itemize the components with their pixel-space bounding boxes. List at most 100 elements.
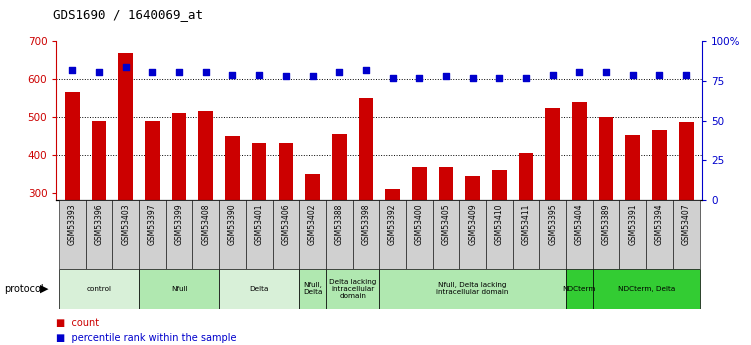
Text: GSM53389: GSM53389: [602, 204, 611, 245]
Point: [600, 69, 612, 74]
Point: [440, 73, 452, 79]
Bar: [139, 200, 166, 269]
Text: GSM53406: GSM53406: [282, 204, 291, 245]
Bar: [673, 200, 699, 269]
Text: GSM53402: GSM53402: [308, 204, 317, 245]
Point: [227, 72, 239, 78]
Text: GSM53399: GSM53399: [174, 204, 183, 245]
Text: Delta lacking
intracellular
domain: Delta lacking intracellular domain: [329, 279, 376, 299]
Bar: [412, 167, 427, 306]
Bar: [59, 269, 139, 309]
Text: ■  percentile rank within the sample: ■ percentile rank within the sample: [56, 333, 237, 343]
Bar: [599, 117, 614, 306]
Text: GSM53396: GSM53396: [95, 204, 104, 245]
Point: [66, 67, 78, 73]
Bar: [299, 269, 326, 309]
Bar: [192, 200, 219, 269]
Text: GSM53404: GSM53404: [575, 204, 584, 245]
Bar: [352, 200, 379, 269]
Point: [680, 72, 692, 78]
Bar: [252, 144, 267, 306]
Bar: [492, 170, 507, 306]
Bar: [539, 200, 566, 269]
Bar: [326, 200, 352, 269]
Text: ▶: ▶: [40, 284, 48, 294]
Text: GSM53410: GSM53410: [495, 204, 504, 245]
Text: GSM53398: GSM53398: [361, 204, 370, 245]
Bar: [566, 200, 593, 269]
Bar: [299, 200, 326, 269]
Bar: [513, 200, 539, 269]
Point: [493, 75, 505, 81]
Text: GSM53400: GSM53400: [415, 204, 424, 245]
Point: [119, 64, 131, 70]
Text: NDCterm: NDCterm: [562, 286, 596, 292]
Bar: [305, 175, 320, 306]
Point: [547, 72, 559, 78]
Point: [146, 69, 158, 74]
Bar: [626, 135, 640, 306]
Bar: [379, 269, 566, 309]
Bar: [86, 200, 113, 269]
Text: GSM53411: GSM53411: [521, 204, 530, 245]
Bar: [246, 200, 273, 269]
Text: GSM53388: GSM53388: [335, 204, 344, 245]
Point: [306, 73, 318, 79]
Text: protocol: protocol: [4, 284, 44, 294]
Text: GSM53403: GSM53403: [121, 204, 130, 245]
Bar: [646, 200, 673, 269]
Point: [574, 69, 586, 74]
Bar: [593, 200, 620, 269]
Point: [360, 67, 372, 73]
Point: [413, 75, 425, 81]
Point: [280, 73, 292, 79]
Bar: [593, 269, 699, 309]
Text: GDS1690 / 1640069_at: GDS1690 / 1640069_at: [53, 8, 203, 21]
Text: GSM53407: GSM53407: [682, 204, 691, 245]
Bar: [679, 121, 693, 306]
Bar: [486, 200, 513, 269]
Bar: [358, 98, 373, 306]
Text: GSM53394: GSM53394: [655, 204, 664, 245]
Bar: [519, 153, 533, 306]
Bar: [113, 200, 139, 269]
Point: [93, 69, 105, 74]
Bar: [273, 200, 299, 269]
Bar: [219, 200, 246, 269]
Bar: [65, 92, 80, 306]
Bar: [139, 269, 219, 309]
Text: GSM53393: GSM53393: [68, 204, 77, 245]
Bar: [219, 269, 299, 309]
Text: NDCterm, Delta: NDCterm, Delta: [617, 286, 674, 292]
Text: GSM53408: GSM53408: [201, 204, 210, 245]
Bar: [145, 121, 160, 306]
Text: Nfull, Delta lacking
intracellular domain: Nfull, Delta lacking intracellular domai…: [436, 283, 509, 295]
Bar: [652, 130, 667, 306]
Bar: [172, 113, 186, 306]
Bar: [566, 269, 593, 309]
Point: [466, 75, 478, 81]
Bar: [59, 200, 86, 269]
Text: GSM53409: GSM53409: [468, 204, 477, 245]
Bar: [433, 200, 460, 269]
Point: [520, 75, 532, 81]
Bar: [225, 136, 240, 306]
Text: ■  count: ■ count: [56, 318, 99, 327]
Bar: [379, 200, 406, 269]
Bar: [119, 53, 133, 306]
Text: GSM53391: GSM53391: [629, 204, 638, 245]
Bar: [620, 200, 646, 269]
Text: GSM53390: GSM53390: [228, 204, 237, 245]
Bar: [166, 200, 192, 269]
Bar: [406, 200, 433, 269]
Text: GSM53395: GSM53395: [548, 204, 557, 245]
Bar: [279, 144, 293, 306]
Bar: [439, 167, 454, 306]
Text: GSM53405: GSM53405: [442, 204, 451, 245]
Point: [173, 69, 185, 74]
Bar: [92, 121, 107, 306]
Bar: [326, 269, 379, 309]
Bar: [572, 102, 587, 306]
Bar: [460, 200, 486, 269]
Point: [653, 72, 665, 78]
